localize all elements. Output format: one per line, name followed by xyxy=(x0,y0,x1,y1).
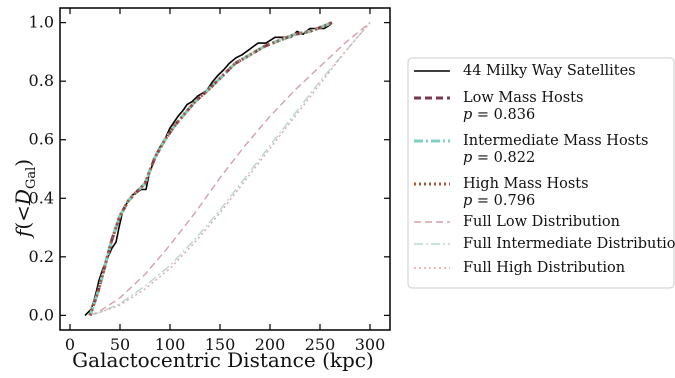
y-axis-label: f(<DGal) xyxy=(11,159,39,239)
legend-label-intermediate-mass-hosts: Intermediate Mass Hosts xyxy=(463,133,648,149)
legend-pvalue: p = 0.822 xyxy=(463,150,535,166)
axis-ticks: 0 50 100 150 200 250 300 0.0 0.2 0.4 0.6 0.8 1.0 xyxy=(29,8,390,354)
series-line-low-mass-hosts xyxy=(88,21,333,316)
x-tick-label: 50 xyxy=(110,335,130,354)
y-tick-label: 1.0 xyxy=(29,13,54,32)
x-tick-label: 250 xyxy=(305,335,336,354)
legend-label-full-high-distribution: Full High Distribution xyxy=(463,260,625,276)
x-tick-label: 150 xyxy=(205,335,236,354)
legend-pvalue: p = 0.796 xyxy=(463,193,535,209)
x-tick-label: 0 xyxy=(65,335,75,354)
y-tick-label: 0.4 xyxy=(29,188,54,207)
y-tick-label: 0.0 xyxy=(29,305,54,324)
series-line-full-low-distribution xyxy=(89,22,371,317)
x-tick-label: 300 xyxy=(355,335,386,354)
y-tick-label: 0.8 xyxy=(29,71,54,90)
legend-label-full-low-distribution: Full Low Distribution xyxy=(463,214,620,230)
series-line-44-milky-way-satellites xyxy=(84,22,333,316)
x-axis-label: Galactocentric Distance (kpc) xyxy=(72,348,374,372)
plot-frame xyxy=(59,7,391,331)
legend-label-44-milky-way-satellites: 44 Milky Way Satellites xyxy=(463,63,636,79)
plot-area xyxy=(84,21,371,317)
series-line-intermediate-mass-hosts xyxy=(88,21,333,316)
series-line-full-high-distribution xyxy=(89,22,371,317)
legend-label-low-mass-hosts: Low Mass Hosts xyxy=(463,90,583,106)
legend-pvalue: p = 0.836 xyxy=(463,107,535,123)
legend-label-high-mass-hosts: High Mass Hosts xyxy=(463,176,589,192)
legend-box xyxy=(407,57,675,289)
legend-label-full-intermediate-distribution: Full Intermediate Distribution xyxy=(463,236,675,252)
x-tick-label: 100 xyxy=(155,335,186,354)
y-tick-label: 0.6 xyxy=(29,130,54,149)
y-tick-label: 0.2 xyxy=(29,247,54,266)
x-tick-label: 200 xyxy=(255,335,286,354)
series-line-high-mass-hosts xyxy=(88,21,333,316)
